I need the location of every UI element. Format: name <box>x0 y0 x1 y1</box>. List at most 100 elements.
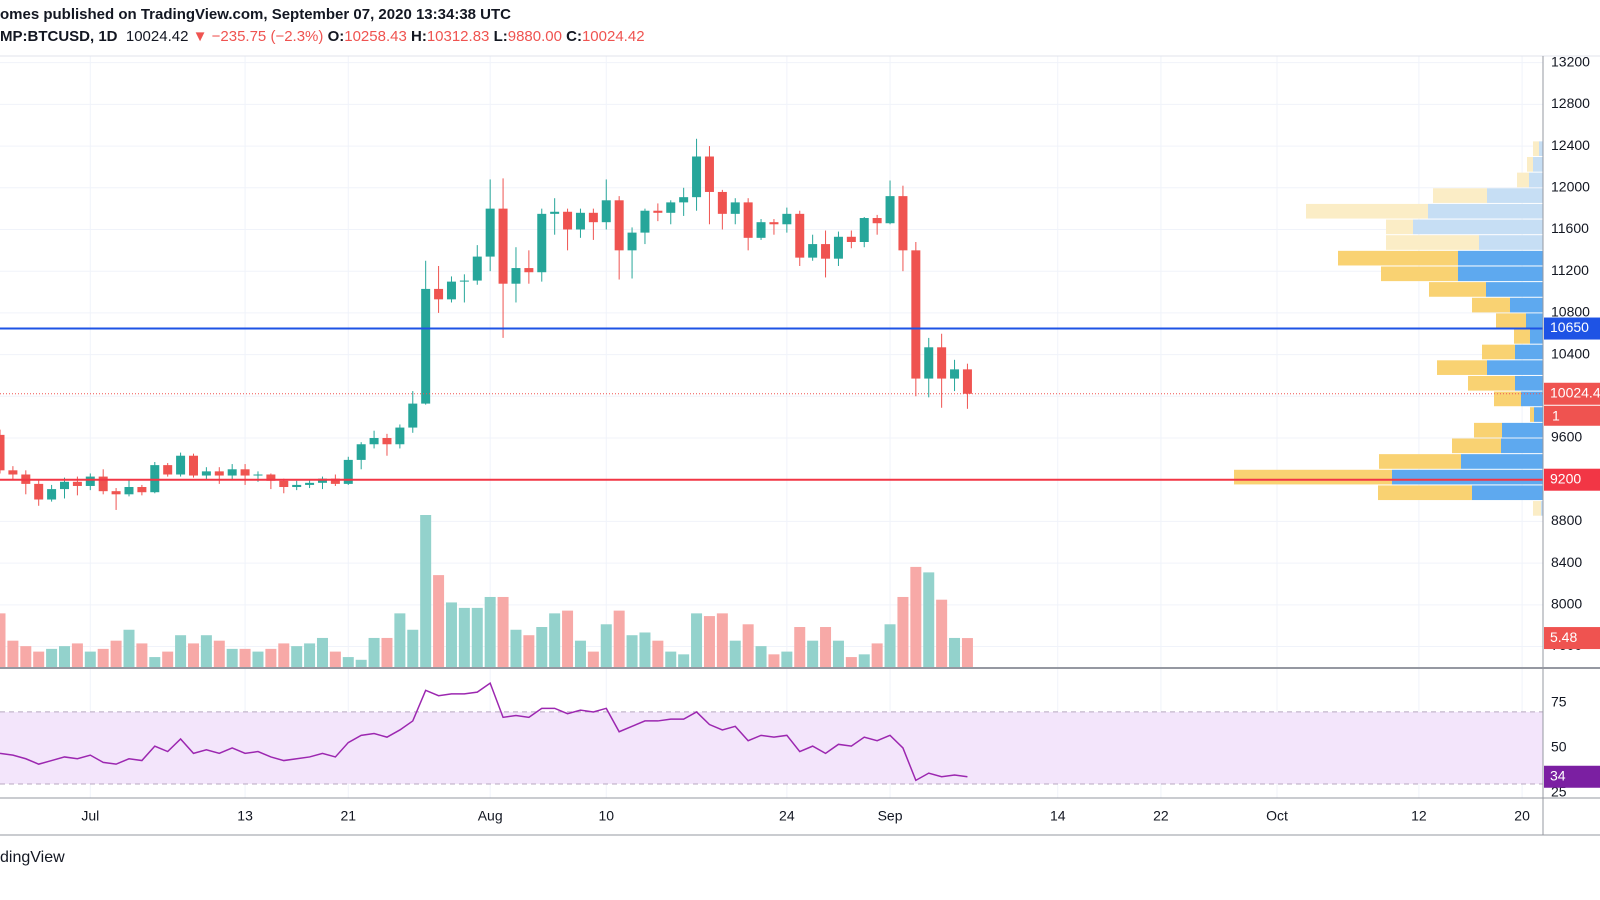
profile-down <box>1533 141 1539 157</box>
candle-body <box>343 459 353 484</box>
candle-body <box>382 438 392 445</box>
volume-bar <box>845 657 857 668</box>
volume-bar <box>858 654 870 668</box>
volume-bar <box>716 613 728 668</box>
volume-bar <box>626 635 638 668</box>
profile-up <box>1541 501 1543 516</box>
h-value: 10312.83 <box>426 28 490 45</box>
volume-bar <box>123 629 135 668</box>
level-badge: 9200 <box>1550 470 1581 486</box>
candle-body <box>85 476 95 486</box>
profile-up <box>1534 407 1543 422</box>
candle-body <box>769 222 779 225</box>
profile-down <box>1474 422 1502 438</box>
x-tick-label: 20 <box>1514 808 1530 824</box>
l-value: 9880.00 <box>507 28 562 45</box>
profile-up <box>1461 454 1543 469</box>
profile-up <box>1502 422 1543 438</box>
arrow: ▼ <box>192 28 208 45</box>
volume-bar <box>497 596 509 668</box>
profile-down <box>1381 266 1458 282</box>
profile-up <box>1487 360 1543 375</box>
candle-body <box>859 218 869 242</box>
level-badge-bg <box>1544 468 1600 491</box>
volume-bar <box>897 596 909 668</box>
o-key: O: <box>327 28 345 45</box>
publisher: omes published on TradingView.com, Septe… <box>0 6 512 23</box>
profile-down <box>1452 438 1501 454</box>
candle-body <box>150 465 160 493</box>
candle-body <box>369 438 379 445</box>
y-tick-label: 13200 <box>1551 53 1590 69</box>
profile-up <box>1479 235 1543 250</box>
volume-badge-bg <box>1544 627 1600 650</box>
candle-body <box>717 191 727 214</box>
header-line-1: omes published on TradingView.com, Septe… <box>0 6 511 23</box>
volume-bar <box>46 648 58 668</box>
x-tick-label: 13 <box>237 808 253 824</box>
candle-body <box>614 200 624 251</box>
volume-bar <box>794 627 806 668</box>
profile-up <box>1530 329 1543 344</box>
y-tick-label: 11600 <box>1551 220 1589 236</box>
volume-bar <box>329 651 341 668</box>
candle-body <box>408 403 418 428</box>
y-tick-label: 12000 <box>1551 178 1590 194</box>
profile-down <box>1338 250 1458 266</box>
volume-bar <box>239 648 251 668</box>
candle-body <box>962 369 972 394</box>
profile-up <box>1510 297 1543 313</box>
candle-body <box>550 211 560 214</box>
volume-bar <box>742 624 754 668</box>
volume-bar <box>407 629 419 668</box>
profile-down <box>1378 485 1472 501</box>
profile-up <box>1539 141 1543 157</box>
candle-body <box>743 202 753 238</box>
y-tick-label: 9600 <box>1551 429 1582 445</box>
volume-bar <box>265 648 277 668</box>
candle-body <box>692 156 702 198</box>
price-badge-bg <box>1544 382 1600 405</box>
candle-body <box>188 455 198 476</box>
volume-bar <box>368 637 380 668</box>
rsi-line <box>0 681 968 782</box>
profile-up <box>1472 485 1543 501</box>
candle-body <box>627 232 637 251</box>
candle-body <box>911 250 921 379</box>
volume-bar <box>562 610 574 668</box>
candle-body <box>253 474 263 476</box>
last-price: 10024.42 <box>125 28 189 45</box>
candle-body <box>653 210 663 213</box>
candle-body <box>872 218 882 224</box>
candle-body <box>498 208 508 284</box>
volume-bar <box>871 643 883 668</box>
footer-logo: dingView <box>0 849 65 866</box>
countdown: 1 <box>1552 407 1560 423</box>
candle-body <box>305 482 315 485</box>
candle-body <box>821 244 831 259</box>
profile-up <box>1413 219 1543 235</box>
y-tick-label: 10800 <box>1551 304 1590 320</box>
volume-bar <box>149 657 161 668</box>
volume-bar <box>433 575 445 668</box>
candle-body <box>575 212 585 230</box>
volume-bar <box>20 646 32 668</box>
candle-body <box>640 210 650 233</box>
volume-bar <box>665 651 677 668</box>
volume-bar <box>175 635 187 668</box>
candle-body <box>98 476 108 492</box>
candle-body <box>511 268 521 284</box>
profile-up <box>1515 344 1543 360</box>
candle-body <box>395 427 405 445</box>
candle-body <box>485 208 495 257</box>
candle-body <box>111 491 121 495</box>
profile-up <box>1501 438 1543 454</box>
profile-up <box>1487 188 1543 203</box>
candle-body <box>124 487 134 495</box>
x-tick-label: 22 <box>1153 808 1169 824</box>
volume-bar <box>536 627 548 668</box>
volume-bar <box>213 640 225 668</box>
profile-down <box>1437 360 1487 375</box>
volume-bar <box>226 648 238 668</box>
volume-bar <box>471 607 483 668</box>
